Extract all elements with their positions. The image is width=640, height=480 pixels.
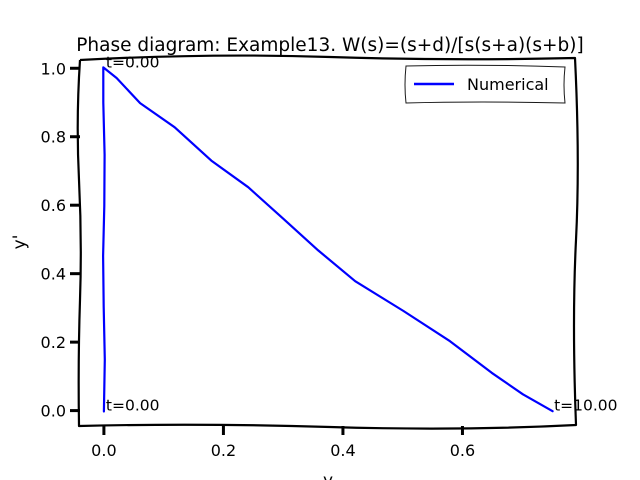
point-annotation: t=10.00 (554, 397, 617, 415)
y-tick-label: 0.0 (41, 402, 66, 421)
y-tick-label: 0.6 (41, 196, 66, 215)
x-tick-label: 0.0 (91, 441, 116, 460)
point-annotation: t=0.00 (106, 397, 160, 415)
y-tick-label: 1.0 (41, 59, 66, 78)
y-tick-label: 0.4 (41, 265, 66, 284)
plot-area: 0.0 0.2 0.4 0.6 0.0 0.2 0.4 0.6 0.8 1.0 y y' t=0.00 t… (10, 53, 618, 480)
y-axis-label: y' (10, 235, 30, 250)
y-tick-label: 0.8 (41, 128, 66, 147)
series-line-numerical (102, 66, 554, 413)
y-tick-label: 0.2 (41, 333, 66, 352)
x-tick-label: 0.6 (450, 441, 475, 460)
axes-frame (76, 54, 579, 430)
legend-box (404, 64, 566, 104)
legend-label: Numerical (467, 75, 549, 94)
x-tick-label: 0.4 (330, 441, 355, 460)
x-axis-label: y (323, 471, 333, 480)
chart-title: Phase diagram: Example13. W(s)=(s+d)/[s(… (76, 35, 583, 56)
point-annotation: t=0.00 (106, 53, 160, 71)
x-tick-label: 0.2 (211, 441, 236, 460)
